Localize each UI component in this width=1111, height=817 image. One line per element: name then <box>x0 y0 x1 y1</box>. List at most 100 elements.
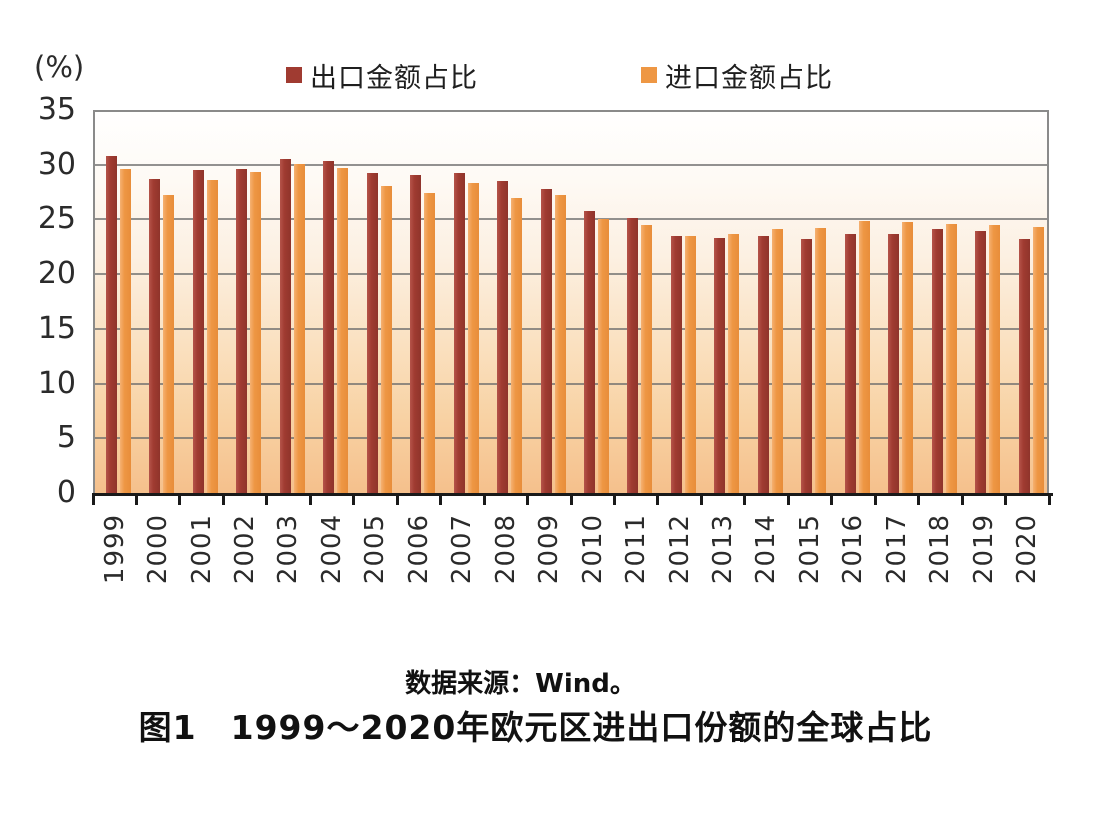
x-tick-label-text: 2012 <box>664 513 695 585</box>
x-tick-label-text: 2005 <box>360 513 391 585</box>
x-tick-label-2010: 2010 <box>571 503 614 595</box>
x-tick-label-1999: 1999 <box>93 503 136 595</box>
gridline-20 <box>93 273 1049 276</box>
x-axis-tick <box>699 496 703 505</box>
export-bar-2002 <box>236 169 248 493</box>
import-legend-label: 进口金额占比 <box>665 62 833 94</box>
export-bar-2006 <box>410 174 422 493</box>
x-axis-tick <box>612 496 616 505</box>
import-bar-2004 <box>337 168 349 493</box>
bar-group-2015 <box>788 110 831 493</box>
import-bar-2012 <box>684 235 696 493</box>
import-bar-2007 <box>467 183 479 493</box>
y-tick-label-0: 0 <box>56 475 76 510</box>
y-tick-label-25: 25 <box>37 201 76 237</box>
x-tick-label-text: 2004 <box>316 513 347 585</box>
x-axis-tick <box>1047 496 1051 505</box>
export-bar-2000 <box>149 178 161 493</box>
x-tick-label-text: 2015 <box>794 513 825 585</box>
x-axis-tick <box>482 496 486 505</box>
y-tick-label-5: 5 <box>56 420 76 456</box>
export-bar-2004 <box>323 161 335 493</box>
import-bar-1999 <box>120 169 131 493</box>
x-axis-tick <box>439 496 443 505</box>
bar-group-2017 <box>875 110 918 493</box>
import-bar-2016 <box>858 220 870 493</box>
import-bar-2011 <box>641 224 653 493</box>
export-legend-label: 出口金额占比 <box>310 62 478 94</box>
x-tick-label-text: 2020 <box>1012 513 1043 585</box>
x-axis-tick <box>221 496 225 505</box>
x-tick-label-text: 2013 <box>708 513 739 585</box>
bar-group-2002 <box>223 110 266 493</box>
figure-title: 图1 1999～2020年欧元区进出口份额的全球占比 <box>138 708 933 747</box>
gridline-30 <box>93 163 1049 166</box>
x-axis-tick <box>395 496 399 505</box>
export-bar-2005 <box>366 173 378 493</box>
x-axis-tick <box>830 496 834 505</box>
export-bar-2003 <box>279 159 291 493</box>
bar-group-2000 <box>136 110 179 493</box>
import-bar-2014 <box>771 229 783 493</box>
bar-group-2012 <box>658 110 701 493</box>
x-tick-label-text: 2007 <box>447 513 478 585</box>
export-bar-2008 <box>497 181 509 493</box>
bar-group-2004 <box>310 110 353 493</box>
import-bar-2003 <box>293 163 305 493</box>
x-tick-label-2013: 2013 <box>701 503 744 595</box>
data-source-caption: 数据来源：Wind。 <box>405 669 636 699</box>
x-tick-label-2015: 2015 <box>788 503 831 595</box>
bar-group-2016 <box>832 110 875 493</box>
x-tick-label-text: 2000 <box>143 513 174 585</box>
bar-group-2009 <box>528 110 571 493</box>
x-axis-tick <box>873 496 877 505</box>
bar-group-2014 <box>745 110 788 493</box>
x-tick-label-text: 1999 <box>99 513 130 585</box>
x-tick-label-text: 2001 <box>186 513 217 585</box>
x-tick-label-2007: 2007 <box>441 503 484 595</box>
import-bar-2005 <box>380 185 392 493</box>
export-bar-2001 <box>192 170 204 493</box>
bar-group-2019 <box>962 110 1005 493</box>
x-axis-tick <box>960 496 964 505</box>
export-bar-2012 <box>670 235 682 493</box>
x-tick-label-2019: 2019 <box>962 503 1005 595</box>
x-tick-label-2008: 2008 <box>484 503 527 595</box>
x-tick-label-2003: 2003 <box>267 503 310 595</box>
y-tick-label-15: 15 <box>37 310 76 346</box>
import-bar-2018 <box>945 223 957 493</box>
bar-group-2018 <box>919 110 962 493</box>
gridline-25 <box>93 218 1049 221</box>
x-tick-label-text: 2019 <box>968 513 999 585</box>
x-tick-label-2012: 2012 <box>658 503 701 595</box>
x-tick-label-text: 2017 <box>881 513 912 585</box>
gridline-5 <box>93 437 1049 440</box>
export-bar-2020 <box>1018 239 1030 493</box>
import-bar-2009 <box>554 195 566 493</box>
bar-group-2008 <box>484 110 527 493</box>
x-tick-label-2017: 2017 <box>875 503 918 595</box>
x-tick-label-text: 2010 <box>577 513 608 585</box>
import-bar-2010 <box>598 219 609 493</box>
x-tick-label-2016: 2016 <box>832 503 875 595</box>
bar-group-2005 <box>354 110 397 493</box>
bar-group-2020 <box>1006 110 1049 493</box>
x-axis-tick <box>308 496 312 505</box>
plot-area <box>93 110 1049 493</box>
export-bar-1999 <box>106 155 117 493</box>
x-tick-label-text: 2009 <box>534 513 565 585</box>
gridline-15 <box>93 327 1049 330</box>
x-tick-label-text: 2011 <box>621 513 652 585</box>
x-axis-tick <box>743 496 747 505</box>
export-bar-2007 <box>453 173 465 493</box>
bar-group-2001 <box>180 110 223 493</box>
export-bar-2014 <box>757 235 769 493</box>
x-axis-tick <box>786 496 790 505</box>
x-axis-tick <box>178 496 182 505</box>
export-bar-2015 <box>801 239 813 493</box>
x-axis-tick <box>656 496 660 505</box>
x-tick-label-2009: 2009 <box>528 503 571 595</box>
import-bar-2019 <box>989 224 1001 493</box>
x-axis-tick <box>917 496 921 505</box>
